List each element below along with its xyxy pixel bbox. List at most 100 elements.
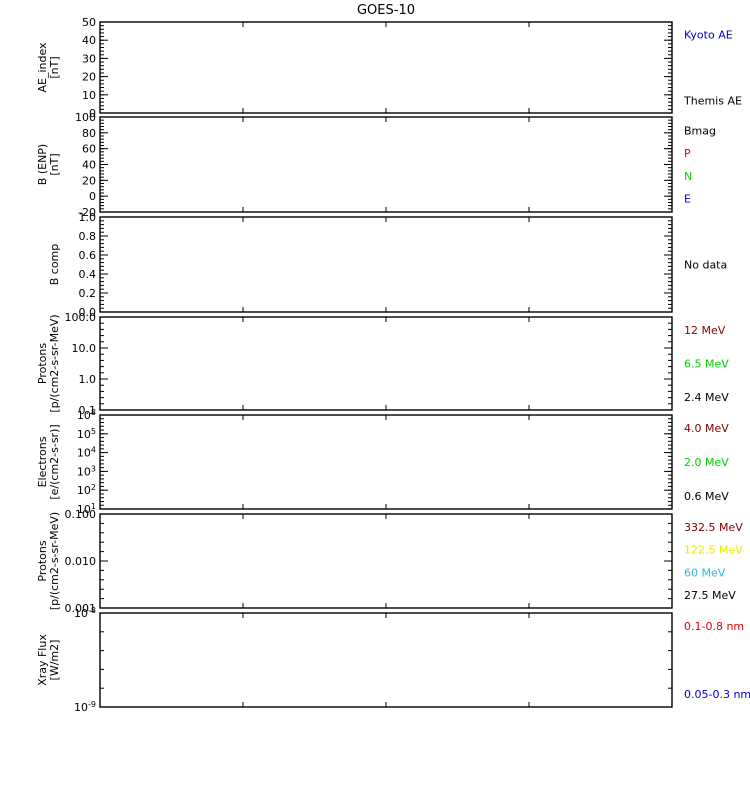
y-tick-label: -20 bbox=[78, 206, 96, 219]
svg-text:10: 10 bbox=[82, 89, 96, 102]
y-axis-label-units: [e/(cm2-s-sr)] bbox=[48, 424, 61, 499]
legend-label: 60 MeV bbox=[684, 566, 726, 579]
y-axis-label: Protons bbox=[36, 343, 49, 384]
svg-text:0: 0 bbox=[89, 107, 96, 120]
svg-text:60: 60 bbox=[82, 143, 96, 156]
y-tick-label: 108 bbox=[77, 408, 96, 422]
y-tick-label: 100 bbox=[75, 111, 96, 124]
y-tick-label: 0.100 bbox=[65, 508, 97, 521]
svg-text:104: 104 bbox=[77, 446, 96, 460]
svg-text:103: 103 bbox=[77, 464, 96, 478]
svg-text:108: 108 bbox=[77, 408, 96, 422]
panel-protons-low: 100.0 10.0 1.0 0.1 Protons [p/(cm2-s-sr-MeV) 1… bbox=[36, 311, 729, 417]
legend-label: 0.1-0.8 nm bbox=[684, 620, 744, 633]
legend-label: 0.6 MeV bbox=[684, 490, 729, 503]
y-tick-label: 0.0 bbox=[79, 306, 97, 319]
legend-label: 2.4 MeV bbox=[684, 391, 729, 404]
legend-label: 27.5 MeV bbox=[684, 589, 736, 602]
legend-label: P bbox=[684, 147, 691, 160]
svg-text:0: 0 bbox=[89, 190, 96, 203]
y-tick-label: 10 bbox=[82, 89, 96, 102]
panel-frame bbox=[99, 513, 673, 609]
y-tick-label: 30 bbox=[82, 52, 96, 65]
y-tick-label: 80 bbox=[82, 127, 96, 140]
y-tick-label: 10-9 bbox=[74, 700, 96, 714]
panel-frame bbox=[99, 21, 673, 114]
y-axis-label: Xray Flux bbox=[36, 634, 49, 686]
plot-title: GOES-10 bbox=[357, 3, 415, 18]
y-tick-label: 60 bbox=[82, 143, 96, 156]
svg-text:0.2: 0.2 bbox=[79, 287, 97, 300]
svg-text:80: 80 bbox=[82, 127, 96, 140]
legend-label: Kyoto AE bbox=[684, 29, 733, 42]
y-tick-label: 104 bbox=[77, 446, 96, 460]
legend-label: 122.5 MeV bbox=[684, 544, 743, 557]
y-tick-label: 100.0 bbox=[65, 311, 97, 324]
y-tick-label: 0.8 bbox=[79, 230, 97, 243]
y-tick-label: 103 bbox=[77, 464, 96, 478]
y-axis-label: Electrons bbox=[36, 436, 49, 487]
legend-label: Bmag bbox=[684, 124, 716, 137]
y-tick-label: 10-8 bbox=[74, 606, 96, 620]
y-tick-label: 0.6 bbox=[79, 249, 97, 262]
svg-text:100.0: 100.0 bbox=[65, 311, 97, 324]
legend-label: Themis AE bbox=[683, 94, 742, 107]
svg-text:100: 100 bbox=[75, 111, 96, 124]
y-tick-label: 20 bbox=[82, 174, 96, 187]
panel-frame bbox=[99, 612, 673, 708]
svg-text:0.4: 0.4 bbox=[79, 268, 97, 281]
y-tick-label: 1.0 bbox=[79, 211, 97, 224]
legend-label: 332.5 MeV bbox=[684, 521, 743, 534]
y-tick-label: 0.010 bbox=[65, 555, 97, 568]
svg-text:105: 105 bbox=[77, 427, 96, 441]
y-tick-label: 102 bbox=[77, 483, 96, 497]
svg-text:1.0: 1.0 bbox=[79, 373, 97, 386]
legend-label: No data bbox=[684, 259, 727, 272]
panel-ae-index: 50 40 30 20 10 0 AE_index [nT] Kyoto AE Themis AE bbox=[36, 16, 742, 120]
panel-frame bbox=[99, 414, 673, 510]
svg-text:0.100: 0.100 bbox=[65, 508, 97, 521]
panel-xray-flux: 10-8 10-9 Xray Flux [W/m2] 0.1-0.8 nm 0.05-0.… bbox=[36, 606, 750, 714]
svg-text:-20: -20 bbox=[78, 206, 96, 219]
panel-frame bbox=[99, 316, 673, 411]
legend-label: 2.0 MeV bbox=[684, 456, 729, 469]
y-tick-label: 0.2 bbox=[79, 287, 97, 300]
panel-protons-high: 0.100 0.010 0.001 Protons [p/(cm2-s-sr-MeV) 3… bbox=[36, 508, 743, 615]
svg-text:40: 40 bbox=[82, 159, 96, 172]
y-tick-label: 0.4 bbox=[79, 268, 97, 281]
y-axis-label: B comp bbox=[48, 244, 61, 286]
y-axis-label-units: [nT] bbox=[48, 56, 61, 78]
svg-text:102: 102 bbox=[77, 483, 96, 497]
y-tick-label: 0 bbox=[89, 190, 96, 203]
svg-text:20: 20 bbox=[82, 71, 96, 84]
legend-label: 6.5 MeV bbox=[684, 358, 729, 371]
legend-label: E bbox=[684, 193, 691, 206]
y-tick-label: 10.0 bbox=[72, 342, 97, 355]
y-tick-label: 105 bbox=[77, 427, 96, 441]
svg-text:0.010: 0.010 bbox=[65, 555, 97, 568]
y-axis-label: Protons bbox=[36, 540, 49, 581]
y-tick-label: 0.1 bbox=[79, 404, 97, 417]
svg-text:0.6: 0.6 bbox=[79, 249, 97, 262]
y-axis-label-units: [W/m2] bbox=[48, 640, 61, 681]
y-axis-label: B (ENP) bbox=[36, 144, 49, 185]
y-tick-label: 50 bbox=[82, 16, 96, 29]
panel-electrons: 108 105 104 103 102 101 Electrons [e/(cm2-s-sr)… bbox=[36, 408, 729, 516]
svg-text:0.001: 0.001 bbox=[65, 602, 97, 615]
panel-frame bbox=[99, 116, 673, 213]
y-axis-label-units: [nT] bbox=[48, 153, 61, 175]
y-axis-label-units: [p/(cm2-s-sr-MeV) bbox=[48, 512, 61, 610]
panel-frame bbox=[99, 216, 673, 313]
panel-b-comp: 1.0 0.8 0.6 0.4 0.2 0.0 B comp No data bbox=[48, 211, 727, 319]
svg-text:10-9: 10-9 bbox=[74, 700, 96, 714]
svg-text:10.0: 10.0 bbox=[72, 342, 97, 355]
y-axis-label-units: [p/(cm2-s-sr-MeV) bbox=[48, 314, 61, 412]
legend-label: 4.0 MeV bbox=[684, 422, 729, 435]
svg-text:0.1: 0.1 bbox=[79, 404, 97, 417]
legend-label: 0.05-0.3 nm bbox=[684, 688, 750, 701]
svg-text:0.8: 0.8 bbox=[79, 230, 97, 243]
y-tick-label: 0 bbox=[89, 107, 96, 120]
y-axis-label: AE_index bbox=[36, 42, 49, 93]
